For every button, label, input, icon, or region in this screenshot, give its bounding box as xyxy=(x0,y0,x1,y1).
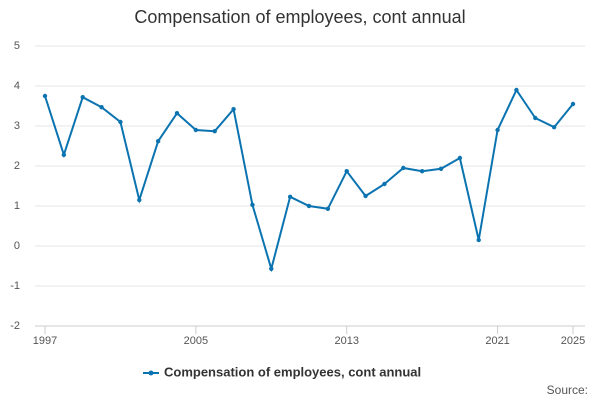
point xyxy=(533,115,538,121)
point xyxy=(401,165,406,171)
point xyxy=(419,169,425,174)
y-tick-label: 2 xyxy=(14,160,20,172)
point xyxy=(269,266,274,271)
point xyxy=(61,152,67,157)
x-tick-label: 2021 xyxy=(485,335,509,347)
point xyxy=(363,193,368,199)
y-tick-label: 5 xyxy=(14,40,20,52)
y-tick-label: -2 xyxy=(10,320,20,332)
x-tick-label: 2005 xyxy=(184,335,208,347)
point xyxy=(250,202,255,207)
point xyxy=(231,107,236,112)
point xyxy=(155,139,161,144)
x-tick-label: 2013 xyxy=(334,335,358,347)
legend-label: Compensation of employees, cont annual xyxy=(164,364,421,379)
legend-marker xyxy=(148,370,154,376)
source: Source: xyxy=(547,383,588,397)
point xyxy=(514,87,519,93)
point xyxy=(212,129,217,134)
y-tick-label: 0 xyxy=(14,240,20,252)
point xyxy=(137,197,142,203)
x-tick-label: 1997 xyxy=(33,335,57,347)
y-tick-label: 1 xyxy=(14,200,20,212)
point xyxy=(551,125,557,130)
y-tick-label: -1 xyxy=(10,280,20,292)
series-line xyxy=(44,87,574,273)
y-tick-label: 3 xyxy=(14,120,20,132)
point xyxy=(80,95,85,100)
point xyxy=(99,105,104,110)
y-tick-label: 4 xyxy=(14,80,20,92)
point xyxy=(174,111,180,116)
chart-title: Compensation of employees, cont annual xyxy=(134,7,465,27)
x-tick-label: 2025 xyxy=(561,335,585,347)
point xyxy=(344,169,349,174)
point xyxy=(457,155,463,161)
point xyxy=(476,237,481,243)
point xyxy=(118,119,123,125)
point xyxy=(306,203,312,209)
point xyxy=(382,181,387,187)
point xyxy=(495,127,500,133)
point xyxy=(193,127,199,133)
point xyxy=(325,206,331,211)
point xyxy=(42,93,48,99)
point xyxy=(287,194,293,199)
point xyxy=(570,101,576,107)
point xyxy=(438,166,444,171)
